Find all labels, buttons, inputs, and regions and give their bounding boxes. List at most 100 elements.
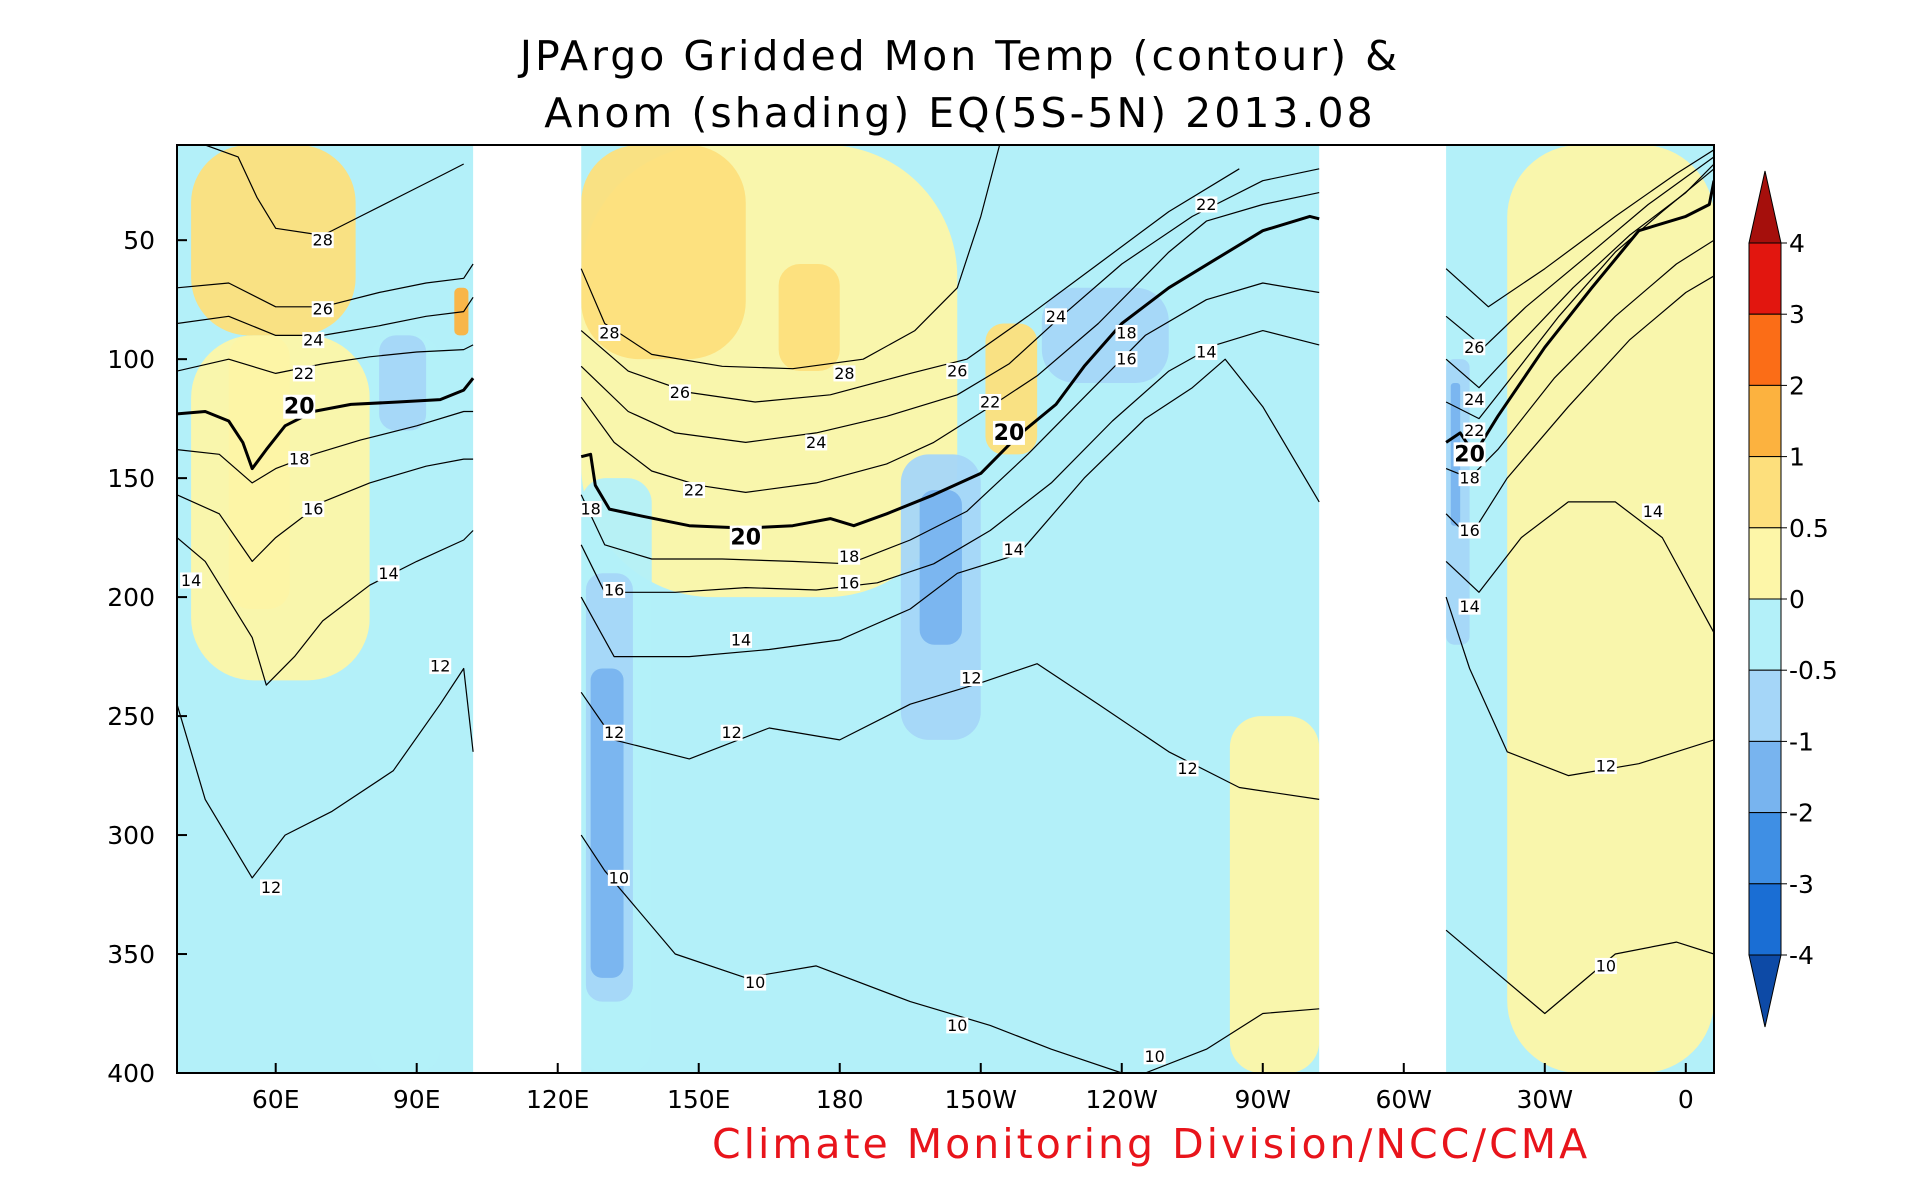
isotherm-label-4: 20: [284, 395, 315, 420]
isotherm-label-bg-3: [292, 365, 315, 382]
colorbar-tick-label-2: 2: [1789, 371, 1805, 400]
isotherm-label-bg-30: [960, 670, 983, 687]
isotherm-label-16: 20: [730, 526, 761, 551]
isotherm-label-19: 16: [839, 573, 859, 592]
title-line1: JPArgo Gridded Mon Temp (contour) &: [517, 32, 1400, 80]
isotherm-label-33: 24: [1046, 307, 1066, 326]
x-tick-label-8: 60W: [1376, 1085, 1433, 1114]
y-axis: 50 100 150 200 250 300 350 400: [107, 226, 187, 1088]
x-tick-label-7: 90W: [1235, 1085, 1292, 1114]
x-tick-label-4: 180: [816, 1085, 864, 1114]
isotherm-label-bg-8: [377, 565, 400, 582]
isotherm-14-segment-0: [177, 530, 474, 686]
isotherm-label-31: 10: [947, 1016, 967, 1035]
anomaly-shading: [177, 145, 1714, 1073]
plot-area: 28 26 24 22 20 18 16 14 14 12 12 28 26 24 22 18 20 18 16 16…: [177, 145, 1714, 1073]
isotherm-label-23: 10: [609, 868, 629, 887]
isotherm-label-bg-21: [603, 724, 626, 741]
isotherm-label-bg-39: [1463, 339, 1486, 356]
colorbar: 4 3 2 1 0.5 0 -0.5 -1 -2 -3 -4: [1748, 170, 1838, 1028]
colorbar-tick-label-10: -4: [1789, 941, 1814, 970]
isotherm-label-12: 26: [670, 383, 690, 402]
isotherm-label-bg-47: [1594, 758, 1617, 775]
isotherm-label-bg-48: [1594, 957, 1617, 974]
isotherm-20-segment-1: [580, 214, 1320, 530]
isotherm-label-bg-24: [744, 974, 767, 991]
isotherm-22-segment-0: [177, 344, 474, 374]
isotherm-label-44: 16: [1459, 521, 1479, 540]
isotherm-label-bg-44: [1458, 522, 1481, 539]
isotherm-label-bg-6: [302, 501, 325, 518]
colorbar-tick-label-0: 4: [1789, 229, 1805, 258]
isotherm-label-bg-2: [302, 332, 325, 349]
isotherm-labels: 28 26 24 22 20 18 16 14 14 12 12 28 26 24 22 18 20 18 16 16…: [180, 195, 1664, 1066]
x-tick-label-6: 120W: [1086, 1085, 1158, 1114]
colorbar-box-0: [1748, 242, 1782, 315]
isotherm-label-6: 16: [303, 500, 323, 519]
isotherm-24-segment-1: [580, 168, 1320, 443]
anomaly-region-0: [191, 145, 356, 336]
isotherm-contours: [177, 145, 1714, 1073]
colorbar-box-6: [1748, 669, 1782, 742]
colorbar-box-5: [1748, 598, 1782, 671]
isotherm-22-segment-1: [580, 192, 1320, 493]
isotherm-label-bg-34: [1115, 324, 1138, 341]
isotherm-label-bg-42: [1453, 442, 1486, 467]
isotherm-28-segment-1: [580, 145, 1001, 370]
isotherm-label-bg-29: [1002, 541, 1025, 558]
isotherm-24-segment-0: [177, 296, 474, 336]
isotherm-label-bg-18: [603, 581, 626, 598]
isotherm-label-bg-9: [429, 658, 452, 675]
y-tick-label-7: 400: [107, 1059, 155, 1088]
colorbar-box-8: [1748, 812, 1782, 885]
y-tick-label-2: 150: [107, 464, 155, 493]
isotherm-label-bg-16: [729, 525, 762, 550]
isotherm-label-40: 24: [1464, 390, 1484, 409]
x-tick-label-2: 120E: [526, 1085, 590, 1114]
y-tick-label-0: 50: [123, 226, 155, 255]
isotherm-label-bg-28: [992, 420, 1025, 445]
isotherm-14-segment-1: [580, 358, 1320, 658]
isotherm-label-9: 12: [430, 657, 450, 676]
anomaly-region-11: [590, 668, 624, 978]
isotherm-14-segment-2: [1445, 501, 1714, 634]
isotherm-label-29: 14: [1003, 540, 1023, 559]
x-tick-label-1: 90E: [393, 1085, 441, 1114]
isotherm-label-2: 24: [303, 331, 323, 350]
y-tick-label-3: 200: [107, 583, 155, 612]
isotherm-label-11: 28: [599, 323, 619, 342]
isotherm-label-10: 12: [261, 878, 281, 897]
isotherm-label-27: 22: [980, 392, 1000, 411]
isotherm-label-bg-5: [288, 451, 311, 468]
isotherm-label-17: 18: [839, 547, 859, 566]
isotherm-label-bg-22: [720, 724, 743, 741]
isotherm-10-segment-2: [1445, 929, 1714, 1015]
isotherm-label-18: 16: [604, 580, 624, 599]
anomaly-region-19: [1507, 145, 1714, 1073]
isotherm-label-42: 20: [1454, 442, 1485, 467]
isotherm-label-bg-46: [1641, 503, 1664, 520]
isotherm-label-0: 28: [313, 231, 333, 250]
isotherm-label-5: 18: [289, 450, 309, 469]
isotherm-label-bg-26: [946, 363, 969, 380]
isotherm-label-bg-15: [579, 501, 602, 518]
colorbar-tick-label-8: -2: [1789, 799, 1814, 828]
isotherm-label-bg-33: [1044, 308, 1067, 325]
isotherm-label-14: 22: [684, 481, 704, 500]
colorbar-tick-label-3: 1: [1789, 443, 1805, 472]
colorbar-tick-label-6: -0.5: [1789, 656, 1838, 685]
colorbar-tick-label-1: 3: [1789, 300, 1805, 329]
isotherm-label-bg-38: [1176, 760, 1199, 777]
isotherm-label-8: 14: [378, 564, 398, 583]
y-tick-label-4: 250: [107, 702, 155, 731]
anomaly-region-4: [379, 335, 427, 431]
isotherm-label-bg-25: [833, 365, 856, 382]
isotherm-label-bg-37: [1195, 196, 1218, 213]
isotherm-label-bg-40: [1463, 391, 1486, 408]
y-tick-label-5: 300: [107, 821, 155, 850]
isotherm-24-segment-2: [1445, 163, 1714, 389]
isotherm-label-bg-12: [668, 384, 691, 401]
y-tick-label-6: 350: [107, 940, 155, 969]
isotherm-label-bg-31: [946, 1017, 969, 1034]
